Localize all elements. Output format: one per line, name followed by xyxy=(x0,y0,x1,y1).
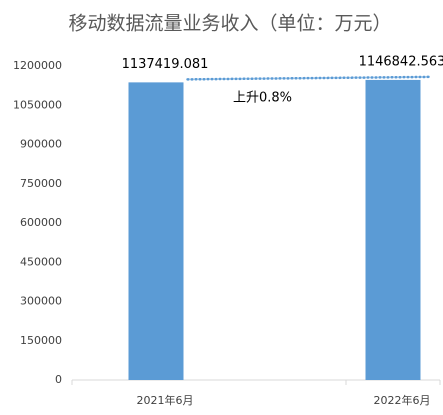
annotation: 上升0.8% xyxy=(233,91,292,106)
y-tick-label: 150000 xyxy=(20,334,62,347)
trendline xyxy=(186,75,430,81)
bar xyxy=(365,79,421,380)
chart-title: 移动数据流量业务收入（单位：万元） xyxy=(68,13,391,35)
value-label: 1137419.081 xyxy=(122,57,209,72)
y-tick-label: 900000 xyxy=(20,138,62,151)
x-tick-label: 2022年6月 xyxy=(374,393,431,407)
value-label: 1146842.563 xyxy=(359,54,443,69)
y-tick-label: 750000 xyxy=(20,177,62,190)
y-tick-label: 1050000 xyxy=(13,98,62,111)
y-tick-label: 0 xyxy=(55,373,62,386)
y-tick-label: 450000 xyxy=(20,255,62,268)
y-tick-label: 600000 xyxy=(20,216,62,229)
bar xyxy=(128,82,184,381)
x-tick-label: 2021年6月 xyxy=(137,393,194,407)
y-tick-label: 1200000 xyxy=(13,59,62,72)
y-tick-label: 300000 xyxy=(20,295,62,308)
